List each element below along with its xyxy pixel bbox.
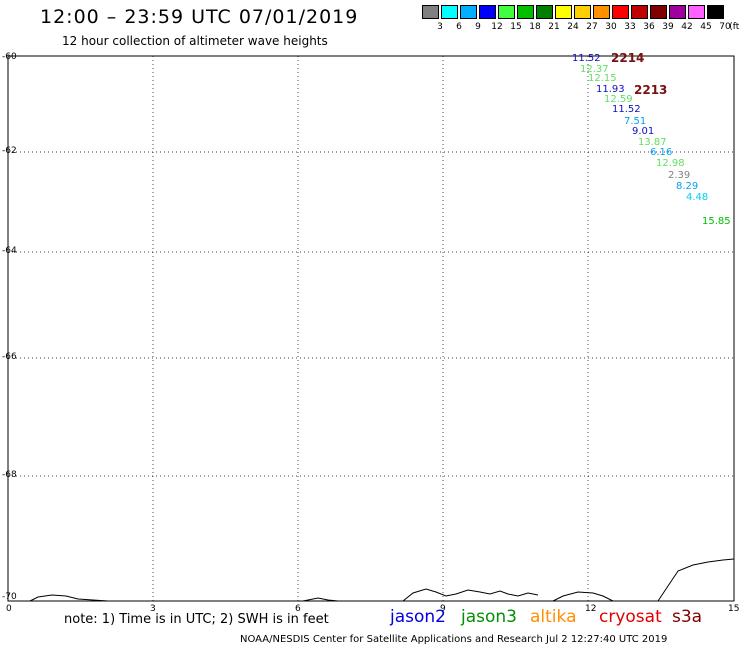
legend-swatch-27 bbox=[574, 5, 591, 19]
legend-label-39: 39 bbox=[662, 22, 674, 32]
legend-swatch-9 bbox=[460, 5, 477, 19]
observation-value: 11.52 bbox=[612, 104, 641, 115]
legend-label-9: 9 bbox=[475, 22, 481, 32]
pass-label-2213: 2213 bbox=[634, 83, 668, 97]
observation-value: 11.52 bbox=[572, 53, 601, 64]
legend-label-45: 45 bbox=[700, 22, 712, 32]
grid-lines bbox=[8, 56, 734, 601]
satellite-s3a: s3a bbox=[672, 607, 703, 627]
legend-swatch-70 bbox=[707, 5, 724, 19]
legend-swatch-30 bbox=[593, 5, 610, 19]
legend-swatch-18 bbox=[517, 5, 534, 19]
y-label-70: -70 bbox=[2, 592, 17, 602]
map-frame bbox=[7, 55, 735, 602]
satellite-altika: altika bbox=[530, 607, 577, 627]
note-text: note: 1) Time is in UTC; 2) SWH is in fe… bbox=[64, 612, 329, 627]
x-label-3: 3 bbox=[150, 604, 156, 614]
observation-value: 12.15 bbox=[588, 73, 617, 84]
observation-value: 12.59 bbox=[604, 94, 633, 105]
legend-swatch-3 bbox=[422, 5, 439, 19]
x-label-6: 6 bbox=[295, 604, 301, 614]
y-label-64: -64 bbox=[2, 246, 17, 256]
observation-value: 7.51 bbox=[624, 116, 647, 127]
legend-label-15: 15 bbox=[510, 22, 522, 32]
legend-label-27: 27 bbox=[586, 22, 598, 32]
legend-swatch-42 bbox=[669, 5, 686, 19]
legend-swatch-24 bbox=[555, 5, 572, 19]
observation-value: 4.48 bbox=[686, 192, 709, 203]
x-label-0: 0 bbox=[6, 604, 12, 614]
observation-value: 12.37 bbox=[580, 64, 609, 75]
legend-label-70: 70 bbox=[719, 22, 731, 32]
observation-value: 2.39 bbox=[668, 170, 691, 181]
satellite-jason2: jason2 bbox=[390, 607, 446, 627]
legend-unit: (ft) bbox=[729, 22, 740, 32]
legend-swatch-15 bbox=[498, 5, 515, 19]
observation-value: 15.85 bbox=[702, 216, 731, 227]
observation-value: 12.98 bbox=[656, 158, 685, 169]
legend-swatch-45 bbox=[688, 5, 705, 19]
map-title: 12:00 – 23:59 UTC 07/01/2019 bbox=[40, 6, 359, 28]
x-label-12: 12 bbox=[585, 604, 597, 614]
legend-swatch-39 bbox=[650, 5, 667, 19]
observation-value: 13.87 bbox=[638, 137, 667, 148]
map-subtitle: 12 hour collection of altimeter wave hei… bbox=[62, 34, 328, 48]
legend-label-33: 33 bbox=[624, 22, 636, 32]
legend-label-36: 36 bbox=[643, 22, 655, 32]
legend-label-42: 42 bbox=[681, 22, 693, 32]
credit-line: NOAA/NESDIS Center for Satellite Applica… bbox=[240, 634, 668, 645]
y-label-60: -60 bbox=[2, 52, 17, 62]
coastline bbox=[29, 558, 735, 602]
x-label-9: 9 bbox=[440, 604, 446, 614]
legend-label-3: 3 bbox=[437, 22, 443, 32]
y-label-66: -66 bbox=[2, 352, 17, 362]
satellite-cryosat: cryosat bbox=[599, 607, 662, 627]
legend-label-12: 12 bbox=[491, 22, 503, 32]
pass-label-2214: 2214 bbox=[611, 51, 645, 65]
legend-swatch-6 bbox=[441, 5, 458, 19]
legend-label-21: 21 bbox=[548, 22, 560, 32]
y-label-62: -62 bbox=[2, 146, 17, 156]
legend-label-30: 30 bbox=[605, 22, 617, 32]
legend-swatch-12 bbox=[479, 5, 496, 19]
legend-label-24: 24 bbox=[567, 22, 579, 32]
observation-value: 9.01 bbox=[632, 126, 655, 137]
legend-swatch-21 bbox=[536, 5, 553, 19]
observation-value: 8.29 bbox=[676, 181, 699, 192]
legend-label-18: 18 bbox=[529, 22, 541, 32]
x-label-15: 15 bbox=[728, 604, 740, 614]
legend-swatch-36 bbox=[631, 5, 648, 19]
legend-label-6: 6 bbox=[456, 22, 462, 32]
legend-swatch-33 bbox=[612, 5, 629, 19]
y-label-68: -68 bbox=[2, 470, 17, 480]
satellite-jason3: jason3 bbox=[461, 607, 517, 627]
observation-value: 11.93 bbox=[596, 84, 625, 95]
observation-value: 6.16 bbox=[650, 147, 673, 158]
map-plot bbox=[7, 55, 735, 602]
